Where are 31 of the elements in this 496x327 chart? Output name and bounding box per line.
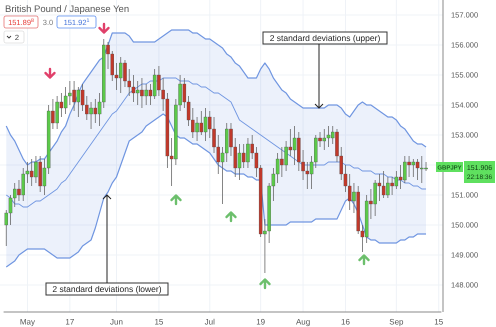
x-tick-label: 19 (256, 318, 266, 327)
candlestick (246, 138, 250, 168)
x-tick-label: May (20, 318, 36, 327)
candlestick (89, 102, 93, 130)
candlestick (326, 126, 330, 148)
chart-title: British Pound / Japanese Yen (5, 4, 130, 15)
candlestick (398, 164, 402, 190)
annotation: 2 standard deviations (upper) (270, 33, 380, 43)
candlestick (424, 162, 428, 172)
candlestick (292, 126, 296, 166)
candlestick (123, 60, 127, 88)
candlestick (34, 156, 38, 184)
candlestick (238, 144, 242, 180)
candlestick (80, 84, 84, 112)
candlestick (72, 80, 76, 112)
x-tick-label: Jul (204, 318, 216, 327)
line-series (6, 113, 427, 268)
candlestick (140, 78, 144, 108)
x-tick-label: Jun (110, 318, 123, 327)
candlestick (416, 158, 420, 180)
candlestick (195, 116, 199, 142)
annotation: 2 standard deviations (lower) (52, 284, 162, 294)
candlestick (132, 74, 136, 102)
candlestick (407, 156, 411, 178)
x-tick-label: 17 (65, 318, 75, 327)
x-tick-label: 16 (341, 318, 350, 327)
candlestick (204, 108, 208, 142)
x-tick-label: 15 (434, 318, 444, 327)
x-tick-label: 15 (154, 318, 164, 327)
x-tick-label: Aug (296, 318, 310, 327)
x-tick-label: Sep (389, 318, 404, 327)
